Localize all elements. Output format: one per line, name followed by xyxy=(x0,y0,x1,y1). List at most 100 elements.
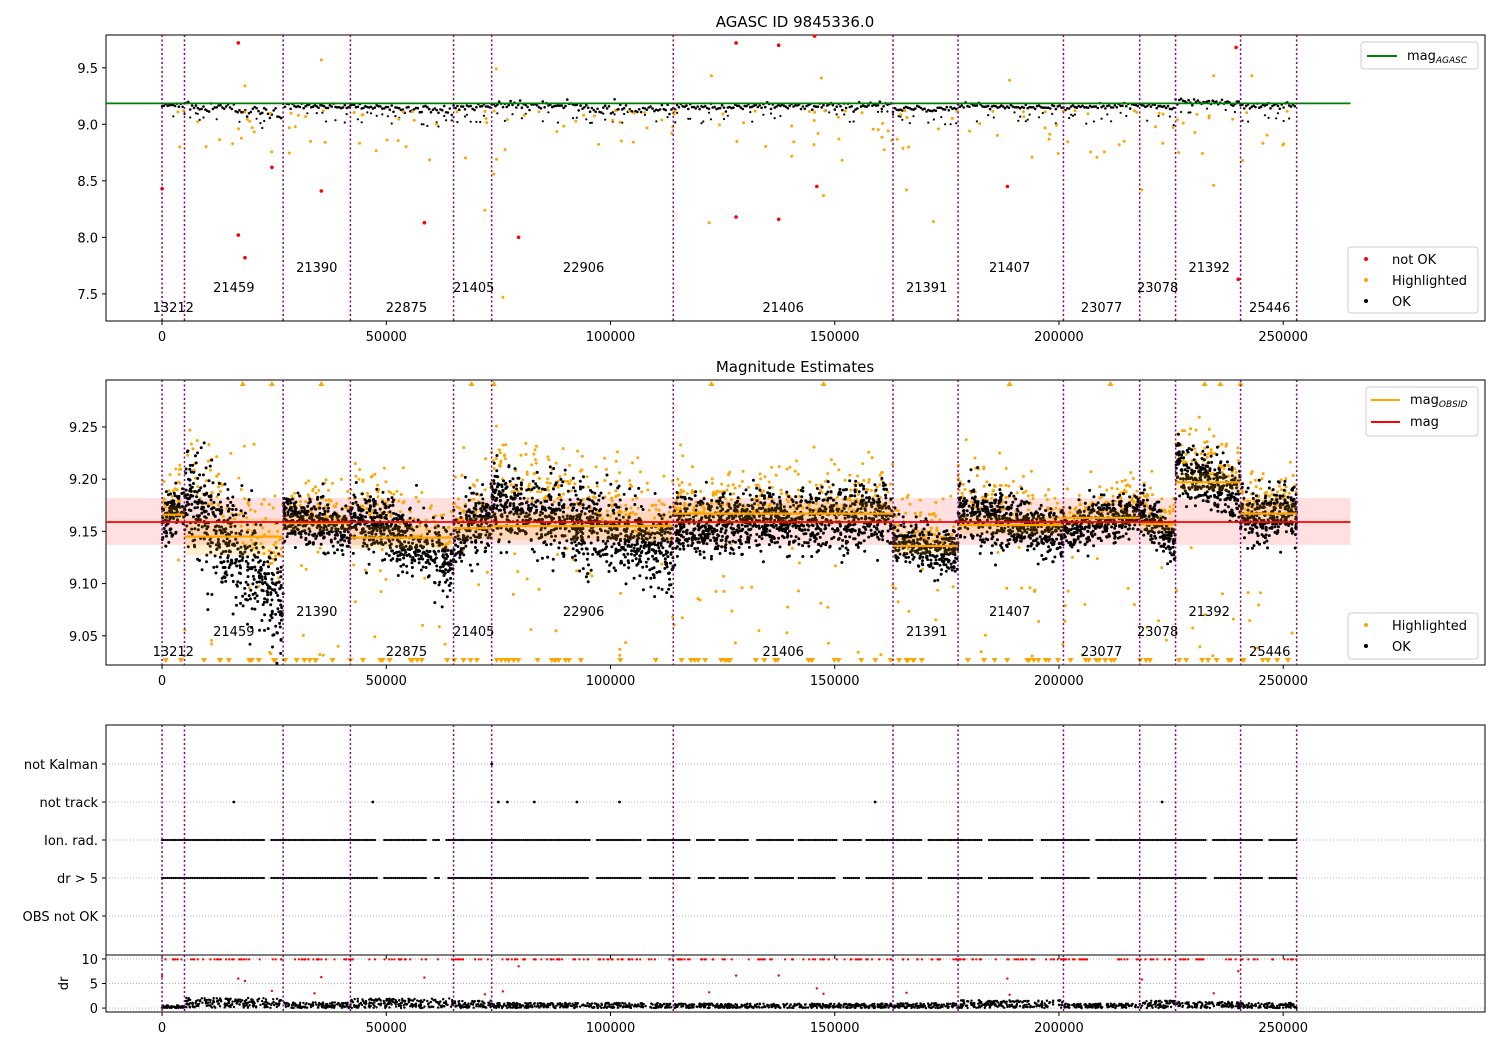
ok-point xyxy=(223,575,226,578)
ok-point xyxy=(579,499,582,502)
ok-point xyxy=(563,547,566,550)
ok-point xyxy=(189,487,192,490)
ok-point xyxy=(458,108,461,111)
highlighted-point xyxy=(251,126,254,129)
highlighted-point xyxy=(334,505,337,508)
highlighted-point xyxy=(1012,480,1015,483)
highlighted-point xyxy=(603,479,606,482)
highlighted-point xyxy=(257,585,260,588)
ok-point xyxy=(653,576,656,579)
highlighted-point xyxy=(307,479,310,482)
ok-point xyxy=(265,590,268,593)
ok-point xyxy=(645,565,648,568)
ok-point xyxy=(1247,121,1249,123)
highlighted-point xyxy=(477,583,480,586)
highlighted-point xyxy=(567,482,570,485)
highlighted-point xyxy=(535,445,538,448)
highlighted-point xyxy=(1195,113,1198,116)
ok-point xyxy=(460,547,463,550)
ok-point xyxy=(201,506,204,509)
highlighted-point xyxy=(844,110,847,113)
highlighted-point xyxy=(558,475,561,478)
ok-point xyxy=(247,562,250,565)
ok-point xyxy=(574,490,577,493)
ok-point xyxy=(294,501,297,504)
ok-point xyxy=(1085,123,1087,125)
highlighted-point xyxy=(1079,503,1082,506)
ok-point xyxy=(165,535,168,538)
highlighted-point xyxy=(681,454,684,457)
ok-point xyxy=(202,473,205,476)
ok-point xyxy=(408,553,411,556)
highlighted-point xyxy=(248,120,251,123)
highlighted-point xyxy=(534,448,537,451)
highlighted-point xyxy=(998,452,1001,455)
ok-point xyxy=(517,509,520,512)
ok-point xyxy=(375,523,378,526)
highlighted-point xyxy=(630,485,633,488)
ok-point xyxy=(481,498,484,501)
ok-point xyxy=(323,510,326,513)
y-tick-label: 9.25 xyxy=(69,421,98,436)
ok-point xyxy=(515,488,518,491)
highlighted-point xyxy=(1241,159,1244,162)
highlighted-point xyxy=(562,125,565,128)
ok-point xyxy=(1013,111,1015,113)
ok-point xyxy=(582,552,585,555)
highlighted-point xyxy=(270,150,273,153)
ok-point xyxy=(472,511,475,514)
highlighted-point xyxy=(635,497,638,500)
ok-point xyxy=(475,551,478,554)
highlighted-point xyxy=(346,490,349,493)
ok-point xyxy=(544,488,547,491)
ok-point xyxy=(288,508,291,511)
ok-point xyxy=(205,466,208,469)
highlighted-point xyxy=(830,458,833,461)
ok-point xyxy=(388,554,391,557)
ok-point xyxy=(257,561,260,564)
highlighted-point xyxy=(1046,498,1049,501)
highlighted-point xyxy=(1020,587,1023,590)
ok-point xyxy=(764,106,767,109)
ok-point xyxy=(614,113,616,115)
highlighted-point xyxy=(1067,590,1070,593)
ok-point xyxy=(708,108,711,111)
not-ok-point xyxy=(777,43,781,47)
highlighted-point xyxy=(1172,509,1175,512)
x-tick-label: 100000 xyxy=(586,330,636,345)
ok-point xyxy=(396,518,399,521)
ok-point xyxy=(418,561,421,564)
highlighted-point xyxy=(786,498,789,501)
ok-point xyxy=(243,587,246,590)
highlighted-point xyxy=(1164,511,1167,514)
ok-point xyxy=(514,496,517,499)
highlighted-point xyxy=(819,602,822,605)
ok-point xyxy=(638,554,641,557)
ok-point xyxy=(253,608,256,611)
ok-point xyxy=(1197,99,1200,102)
highlighted-point xyxy=(660,502,663,505)
highlighted-point xyxy=(1291,632,1294,635)
highlighted-point xyxy=(1158,112,1161,115)
ok-point xyxy=(1234,111,1236,113)
highlighted-point xyxy=(1022,110,1025,113)
ok-point xyxy=(719,107,722,110)
ok-point xyxy=(206,592,209,595)
ok-point xyxy=(489,106,492,109)
ok-point xyxy=(579,480,582,483)
ok-point xyxy=(585,118,587,120)
highlighted-point xyxy=(179,468,182,471)
ok-point xyxy=(267,627,270,630)
ok-point xyxy=(411,566,414,569)
highlighted-point xyxy=(557,497,560,500)
highlighted-point xyxy=(618,654,621,657)
ok-point xyxy=(446,595,449,598)
ok-point xyxy=(494,475,497,478)
highlighted-point xyxy=(1280,488,1283,491)
ok-point xyxy=(636,111,639,114)
highlighted-point xyxy=(631,461,634,464)
highlighted-point xyxy=(712,491,715,494)
ok-point xyxy=(357,516,360,519)
highlighted-point xyxy=(710,74,713,77)
ok-point xyxy=(623,493,626,496)
